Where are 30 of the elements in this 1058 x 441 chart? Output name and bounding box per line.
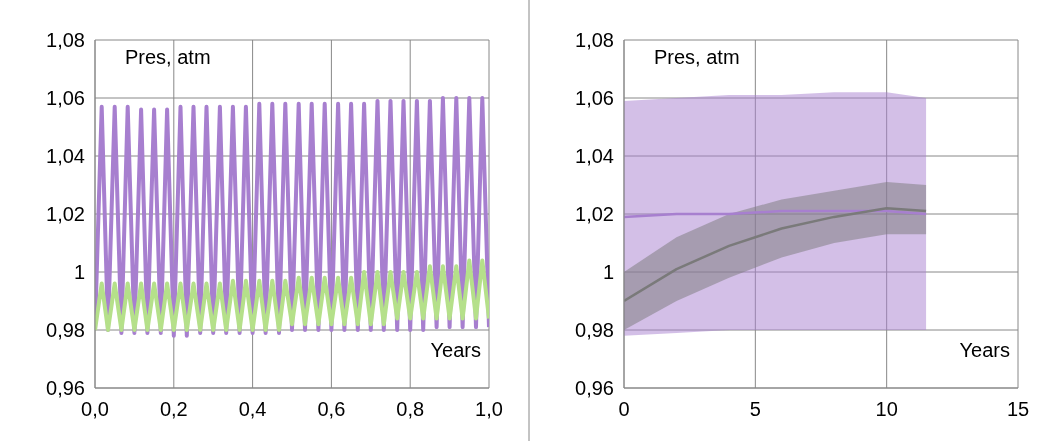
x-tick-label: 0,4 <box>238 398 267 420</box>
y-tick-label: 1,06 <box>575 87 614 109</box>
y-tick-label: 1,08 <box>575 29 614 51</box>
x-tick-label: 1,0 <box>475 398 503 420</box>
y-tick-label: 0,96 <box>46 377 85 399</box>
y-tick-label: 1 <box>73 261 85 283</box>
x-tick-label: 0,2 <box>159 398 188 420</box>
x-tick-label: 15 <box>1006 398 1030 420</box>
x-axis-title: Years <box>959 338 1010 361</box>
x-tick-label: 0,0 <box>81 398 109 420</box>
line-series <box>95 258 489 332</box>
y-tick-label: 0,96 <box>575 377 614 399</box>
y-axis-title: Pres, atm <box>125 46 211 68</box>
y-tick-label: 0,98 <box>46 319 85 341</box>
x-tick-label: 0,6 <box>317 398 346 420</box>
y-tick-label: 1,04 <box>46 145 85 167</box>
x-tick-label: 5 <box>749 398 761 420</box>
y-tick-label: 1,04 <box>575 145 614 167</box>
y-tick-label: 1,02 <box>575 203 614 225</box>
y-tick-label: 1,08 <box>46 29 85 51</box>
x-tick-label: 0,8 <box>396 398 425 420</box>
y-tick-label: 1,06 <box>46 87 85 109</box>
y-tick-label: 1 <box>602 261 614 283</box>
line-series <box>624 206 928 303</box>
y-axis-title: Pres, atm <box>654 46 740 68</box>
y-tick-label: 1,02 <box>46 203 85 225</box>
x-tick-label: 0 <box>618 398 630 420</box>
x-tick-label: 10 <box>875 398 898 420</box>
x-axis-title: Years <box>430 338 481 361</box>
y-tick-label: 0,98 <box>575 319 614 341</box>
